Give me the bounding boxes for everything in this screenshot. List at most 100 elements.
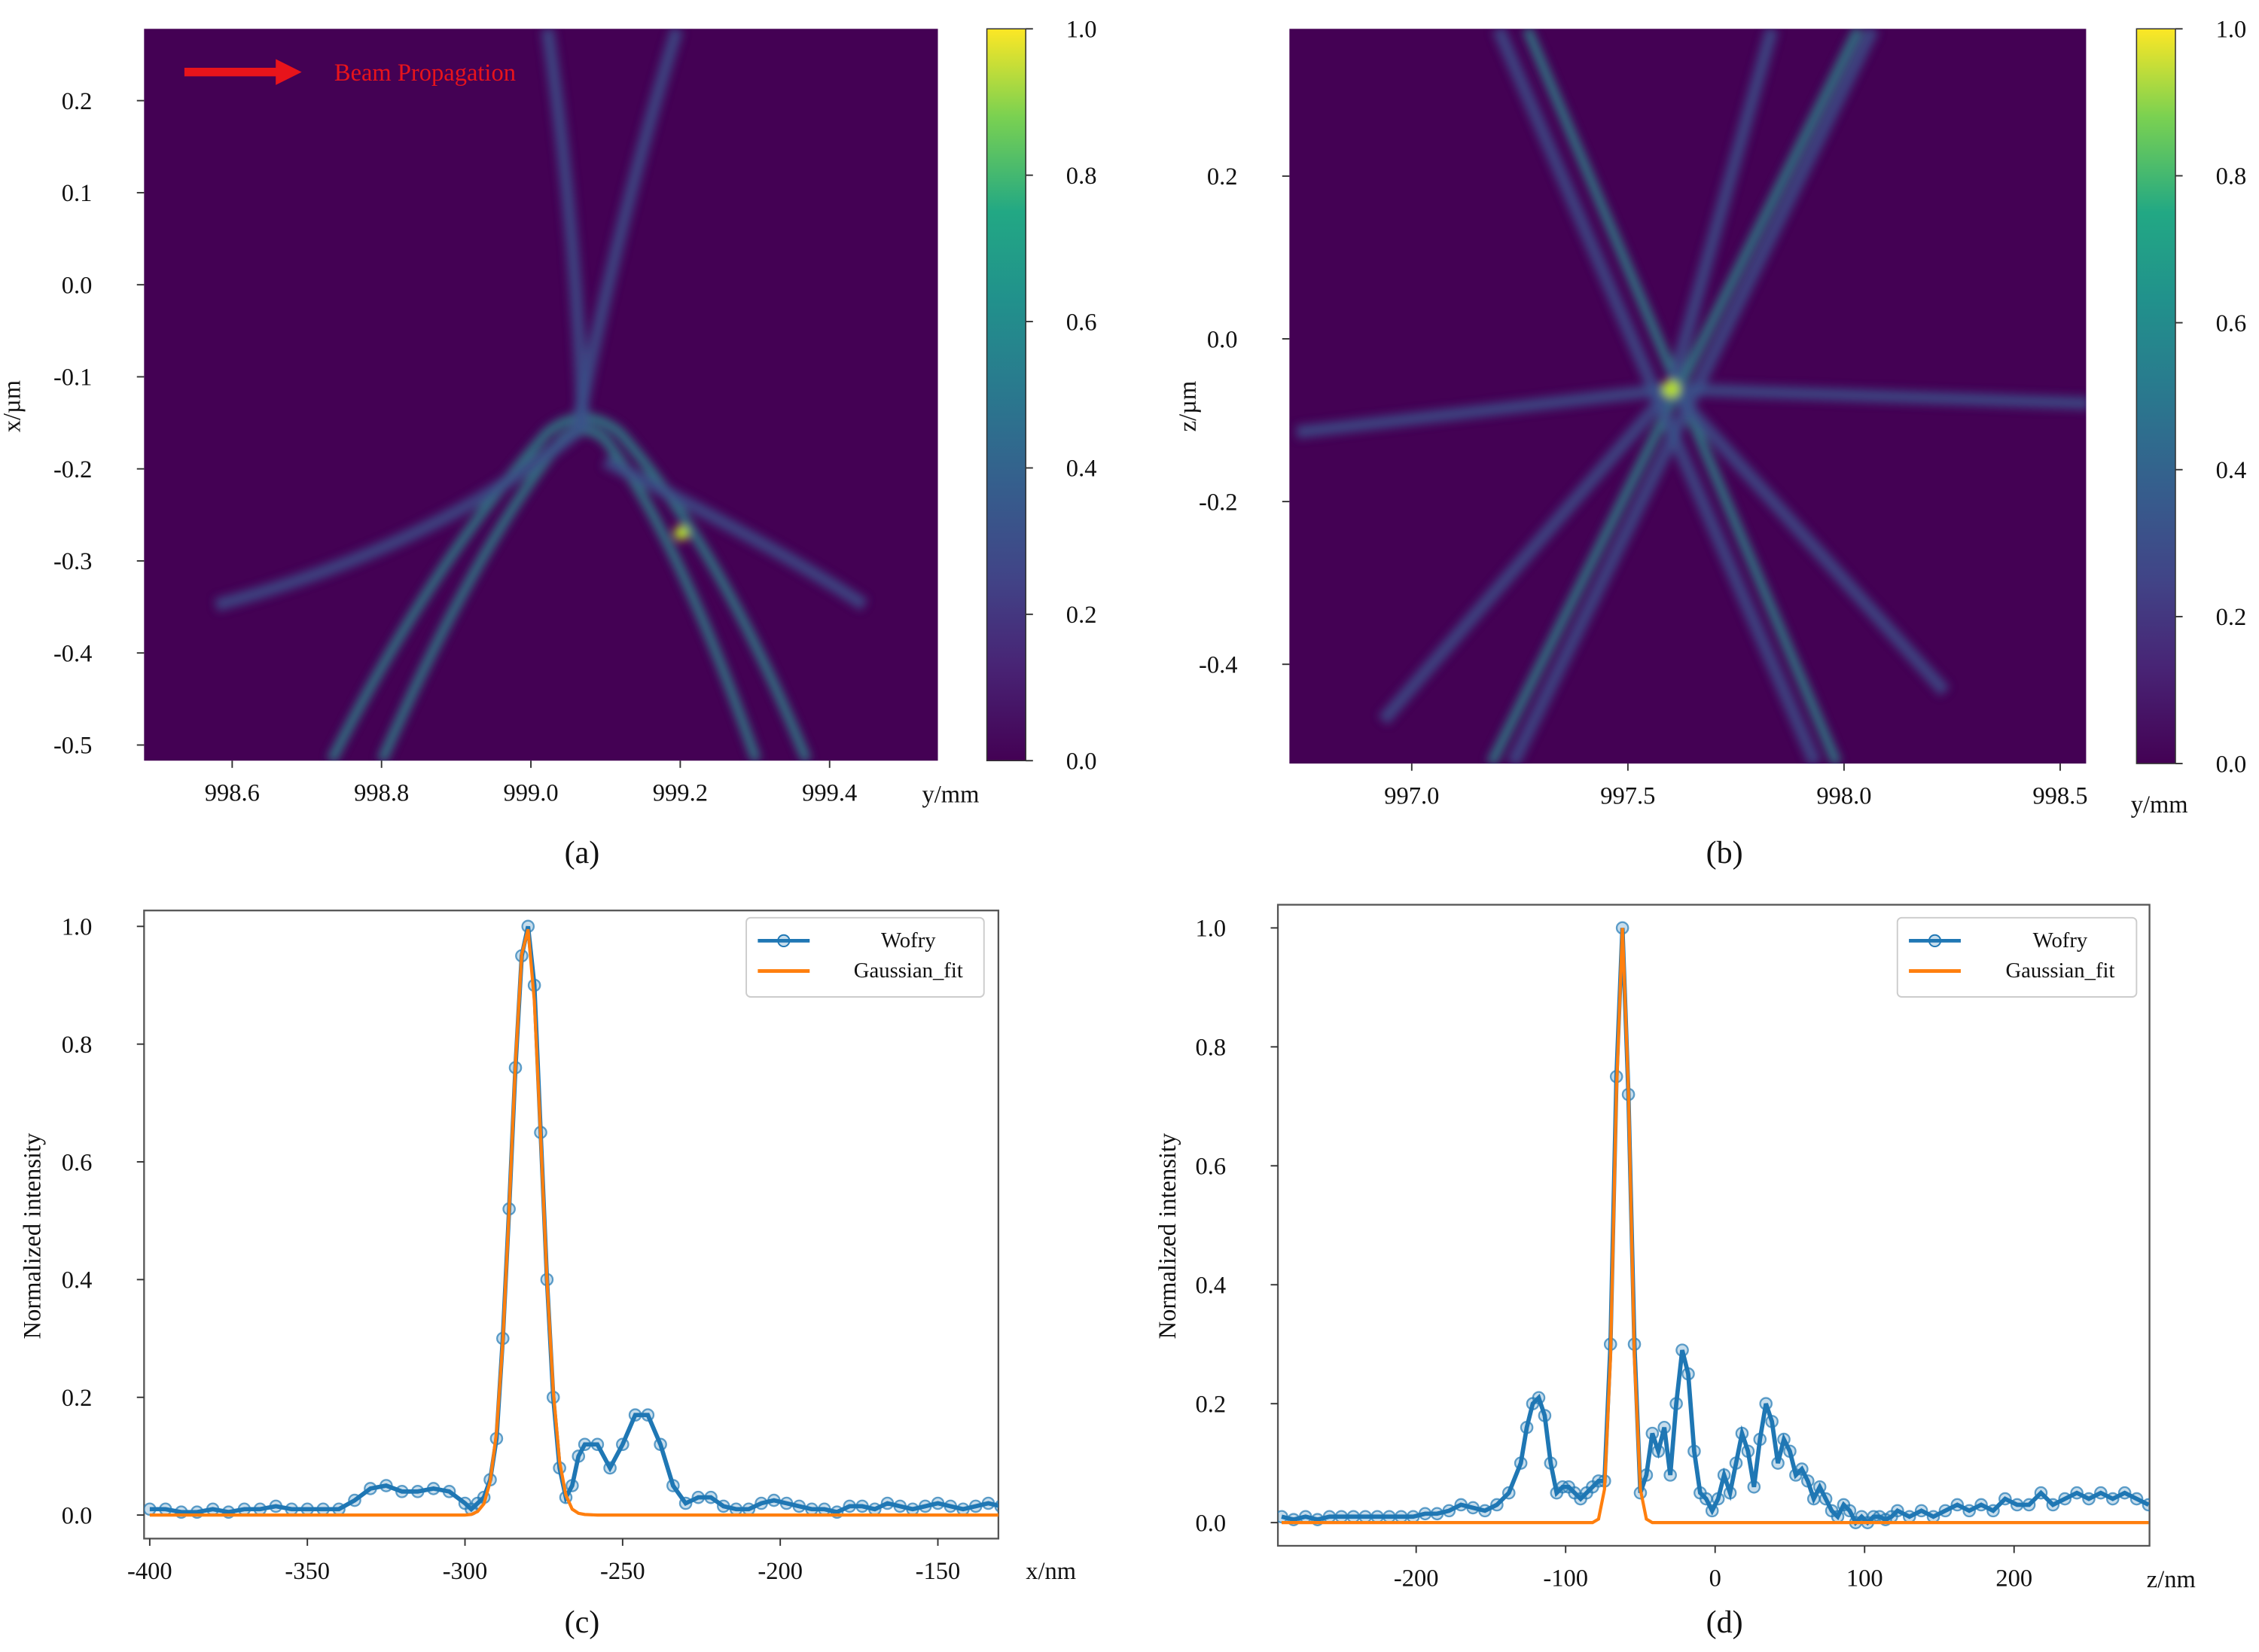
- data-point: [2105, 1492, 2120, 1506]
- data-point: [206, 1502, 220, 1516]
- panel: 0.0 0.2 0.4 0.6 0.8 1.0 Beam Propagation 998.6 9…: [0, 17, 1096, 871]
- x-axis-label: z/nm: [2147, 1566, 2196, 1593]
- data-point: [994, 1500, 998, 1513]
- colorbar-tick-label: 0.0: [2216, 751, 2247, 778]
- data-point: [1334, 1510, 1349, 1524]
- data-point: [2046, 1498, 2060, 1512]
- data-point: [2129, 1492, 2144, 1506]
- panel: 0.0 0.2 0.4 0.6 0.8 1.0 997.0 997.5 998.0 998.5 0.…: [1175, 17, 2246, 871]
- data-point: [767, 1493, 781, 1507]
- data-point: [1950, 1498, 1965, 1512]
- data-point: [380, 1479, 393, 1492]
- x-tick-label: -150: [916, 1558, 961, 1585]
- x-tick-label: 100: [1846, 1565, 1883, 1592]
- data-point: [1358, 1510, 1372, 1524]
- data-point: [2142, 1498, 2150, 1512]
- data-point: [906, 1502, 919, 1516]
- plot-area: [144, 919, 998, 1519]
- data-point: [1741, 1444, 1755, 1458]
- y-tick-label: 1.0: [62, 914, 93, 941]
- panel-label: (c): [565, 1605, 600, 1640]
- data-point: [678, 1496, 693, 1510]
- y-tick-label: 0.2: [1207, 163, 1238, 190]
- data-point: [2034, 1486, 2048, 1500]
- y-tick-label: -0.4: [1199, 652, 1237, 679]
- colorbar-tick-label: 0.6: [2216, 310, 2247, 337]
- beam: [214, 427, 581, 611]
- data-point: [805, 1502, 819, 1516]
- data-point: [316, 1502, 330, 1516]
- data-point: [717, 1499, 730, 1513]
- data-point: [1771, 1456, 1785, 1470]
- beam-pattern: [214, 29, 868, 761]
- data-point: [2094, 1486, 2108, 1500]
- data-point: [1478, 1504, 1492, 1518]
- legend-box: [1896, 916, 2138, 998]
- data-point: [1812, 1480, 1827, 1494]
- colorbar-tick-label: 0.4: [1066, 456, 1097, 483]
- colorbar-tick-label: 0.8: [1066, 163, 1097, 190]
- data-point: [1442, 1504, 1456, 1518]
- y-tick-label: 0.1: [62, 180, 93, 207]
- data-point: [981, 1496, 995, 1510]
- data-point: [1514, 1456, 1528, 1470]
- data-point: [944, 1499, 958, 1513]
- data-point: [1687, 1444, 1701, 1458]
- data-point: [1729, 1456, 1743, 1470]
- x-tick-label: -400: [127, 1558, 172, 1585]
- data-point: [426, 1482, 441, 1495]
- data-point: [1663, 1468, 1677, 1482]
- data-point: [410, 1485, 425, 1498]
- beam-pattern: [1295, 29, 2087, 764]
- x-tick-label: 999.0: [503, 780, 558, 807]
- data-point: [1795, 1462, 1809, 1476]
- panel-label: (d): [1706, 1605, 1743, 1640]
- y-axis-label: z/µm: [1175, 381, 1202, 432]
- y-axis-label: x/µm: [0, 380, 26, 432]
- data-point: [364, 1482, 377, 1495]
- colorbar: [986, 28, 1027, 761]
- data-point: [2070, 1486, 2084, 1500]
- data-point: [158, 1502, 172, 1516]
- data-point: [1765, 1415, 1779, 1428]
- data-point: [1383, 1510, 1396, 1524]
- x-axis-label: y/mm: [2131, 791, 2188, 818]
- panel-label: (a): [565, 835, 600, 870]
- beam: [1378, 384, 1676, 725]
- x-tick-label: 998.8: [354, 780, 409, 807]
- colorbar-tick-label: 1.0: [1066, 17, 1097, 44]
- data-point: [755, 1496, 768, 1510]
- data-point: [1346, 1510, 1361, 1524]
- data-point: [1974, 1498, 1988, 1512]
- legend-marker: [1928, 934, 1942, 948]
- y-tick-label: 0.4: [62, 1267, 93, 1294]
- data-point: [956, 1502, 970, 1516]
- hotspot: [1662, 380, 1680, 398]
- x-tick-label: 0: [1709, 1565, 1721, 1592]
- legend-label: Gaussian_fit: [854, 959, 963, 983]
- data-point: [1818, 1492, 1833, 1506]
- data-point: [1532, 1391, 1546, 1405]
- beam: [569, 29, 684, 434]
- x-tick-label: -200: [1394, 1565, 1439, 1592]
- data-point: [1747, 1480, 1761, 1494]
- data-point: [855, 1499, 869, 1513]
- series-line: [1282, 928, 2149, 1525]
- data-point: [1322, 1510, 1337, 1524]
- data-point: [1669, 1397, 1683, 1411]
- data-point: [1998, 1492, 2012, 1506]
- hotspot: [674, 526, 689, 541]
- data-point: [1418, 1507, 1432, 1521]
- data-point: [1800, 1474, 1815, 1488]
- y-tick-label: 0.4: [1196, 1273, 1227, 1300]
- x-axis-label: y/mm: [922, 782, 979, 809]
- data-point: [704, 1490, 718, 1504]
- panel: -200 -100 0 100 200 0.0 0.2 0.4 0.6 0.8 1.0 z/nm Nor…: [1154, 904, 2196, 1640]
- y-tick-label: -0.2: [1199, 489, 1237, 516]
- beam: [541, 29, 590, 433]
- data-point: [572, 1449, 586, 1463]
- data-point: [1705, 1504, 1719, 1518]
- data-point: [742, 1502, 756, 1516]
- data-point: [395, 1485, 409, 1498]
